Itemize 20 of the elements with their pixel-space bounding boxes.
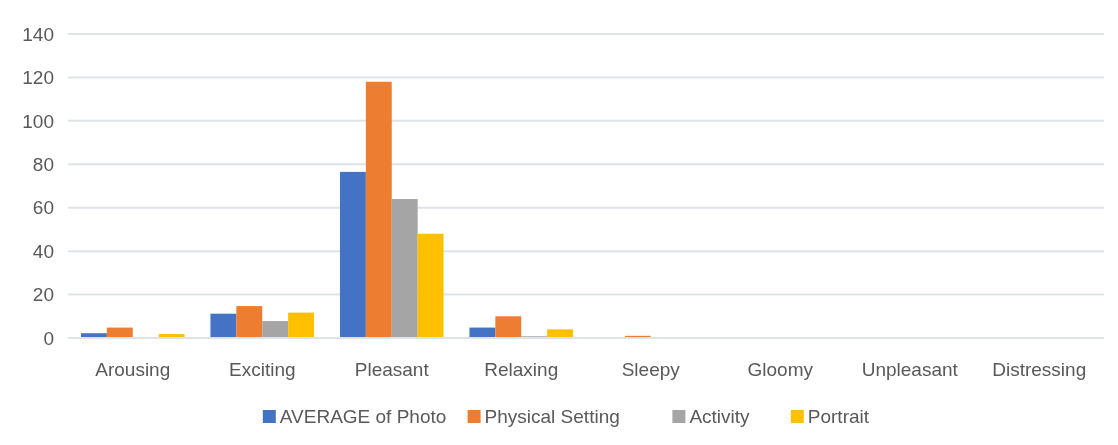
x-tick-label: Unpleasant (861, 359, 959, 380)
y-tick-label: 60 (32, 197, 54, 219)
y-tick-label: 100 (22, 110, 54, 132)
x-tick-label: Gloomy (747, 359, 814, 380)
y-tick-label: 0 (43, 327, 54, 349)
x-tick-label: Relaxing (484, 359, 559, 380)
y-tick-label: 20 (32, 284, 54, 306)
x-tick-label: Exciting (228, 359, 296, 380)
x-tick-label: Sleepy (621, 359, 681, 380)
x-tick-label: Arousing (95, 359, 171, 380)
legend-label: AVERAGE of Photo (279, 406, 447, 427)
y-tick-label: 40 (32, 240, 54, 262)
legend-label: Activity (689, 406, 751, 427)
x-tick-label: Distressing (992, 359, 1087, 380)
x-tick-label: Pleasant (354, 359, 430, 380)
legend-label: Physical Setting (484, 406, 620, 427)
legend-label: Portrait (807, 406, 870, 427)
y-tick-label: 80 (32, 153, 54, 175)
y-tick-label: 120 (22, 67, 54, 89)
y-tick-label: 140 (22, 23, 54, 45)
